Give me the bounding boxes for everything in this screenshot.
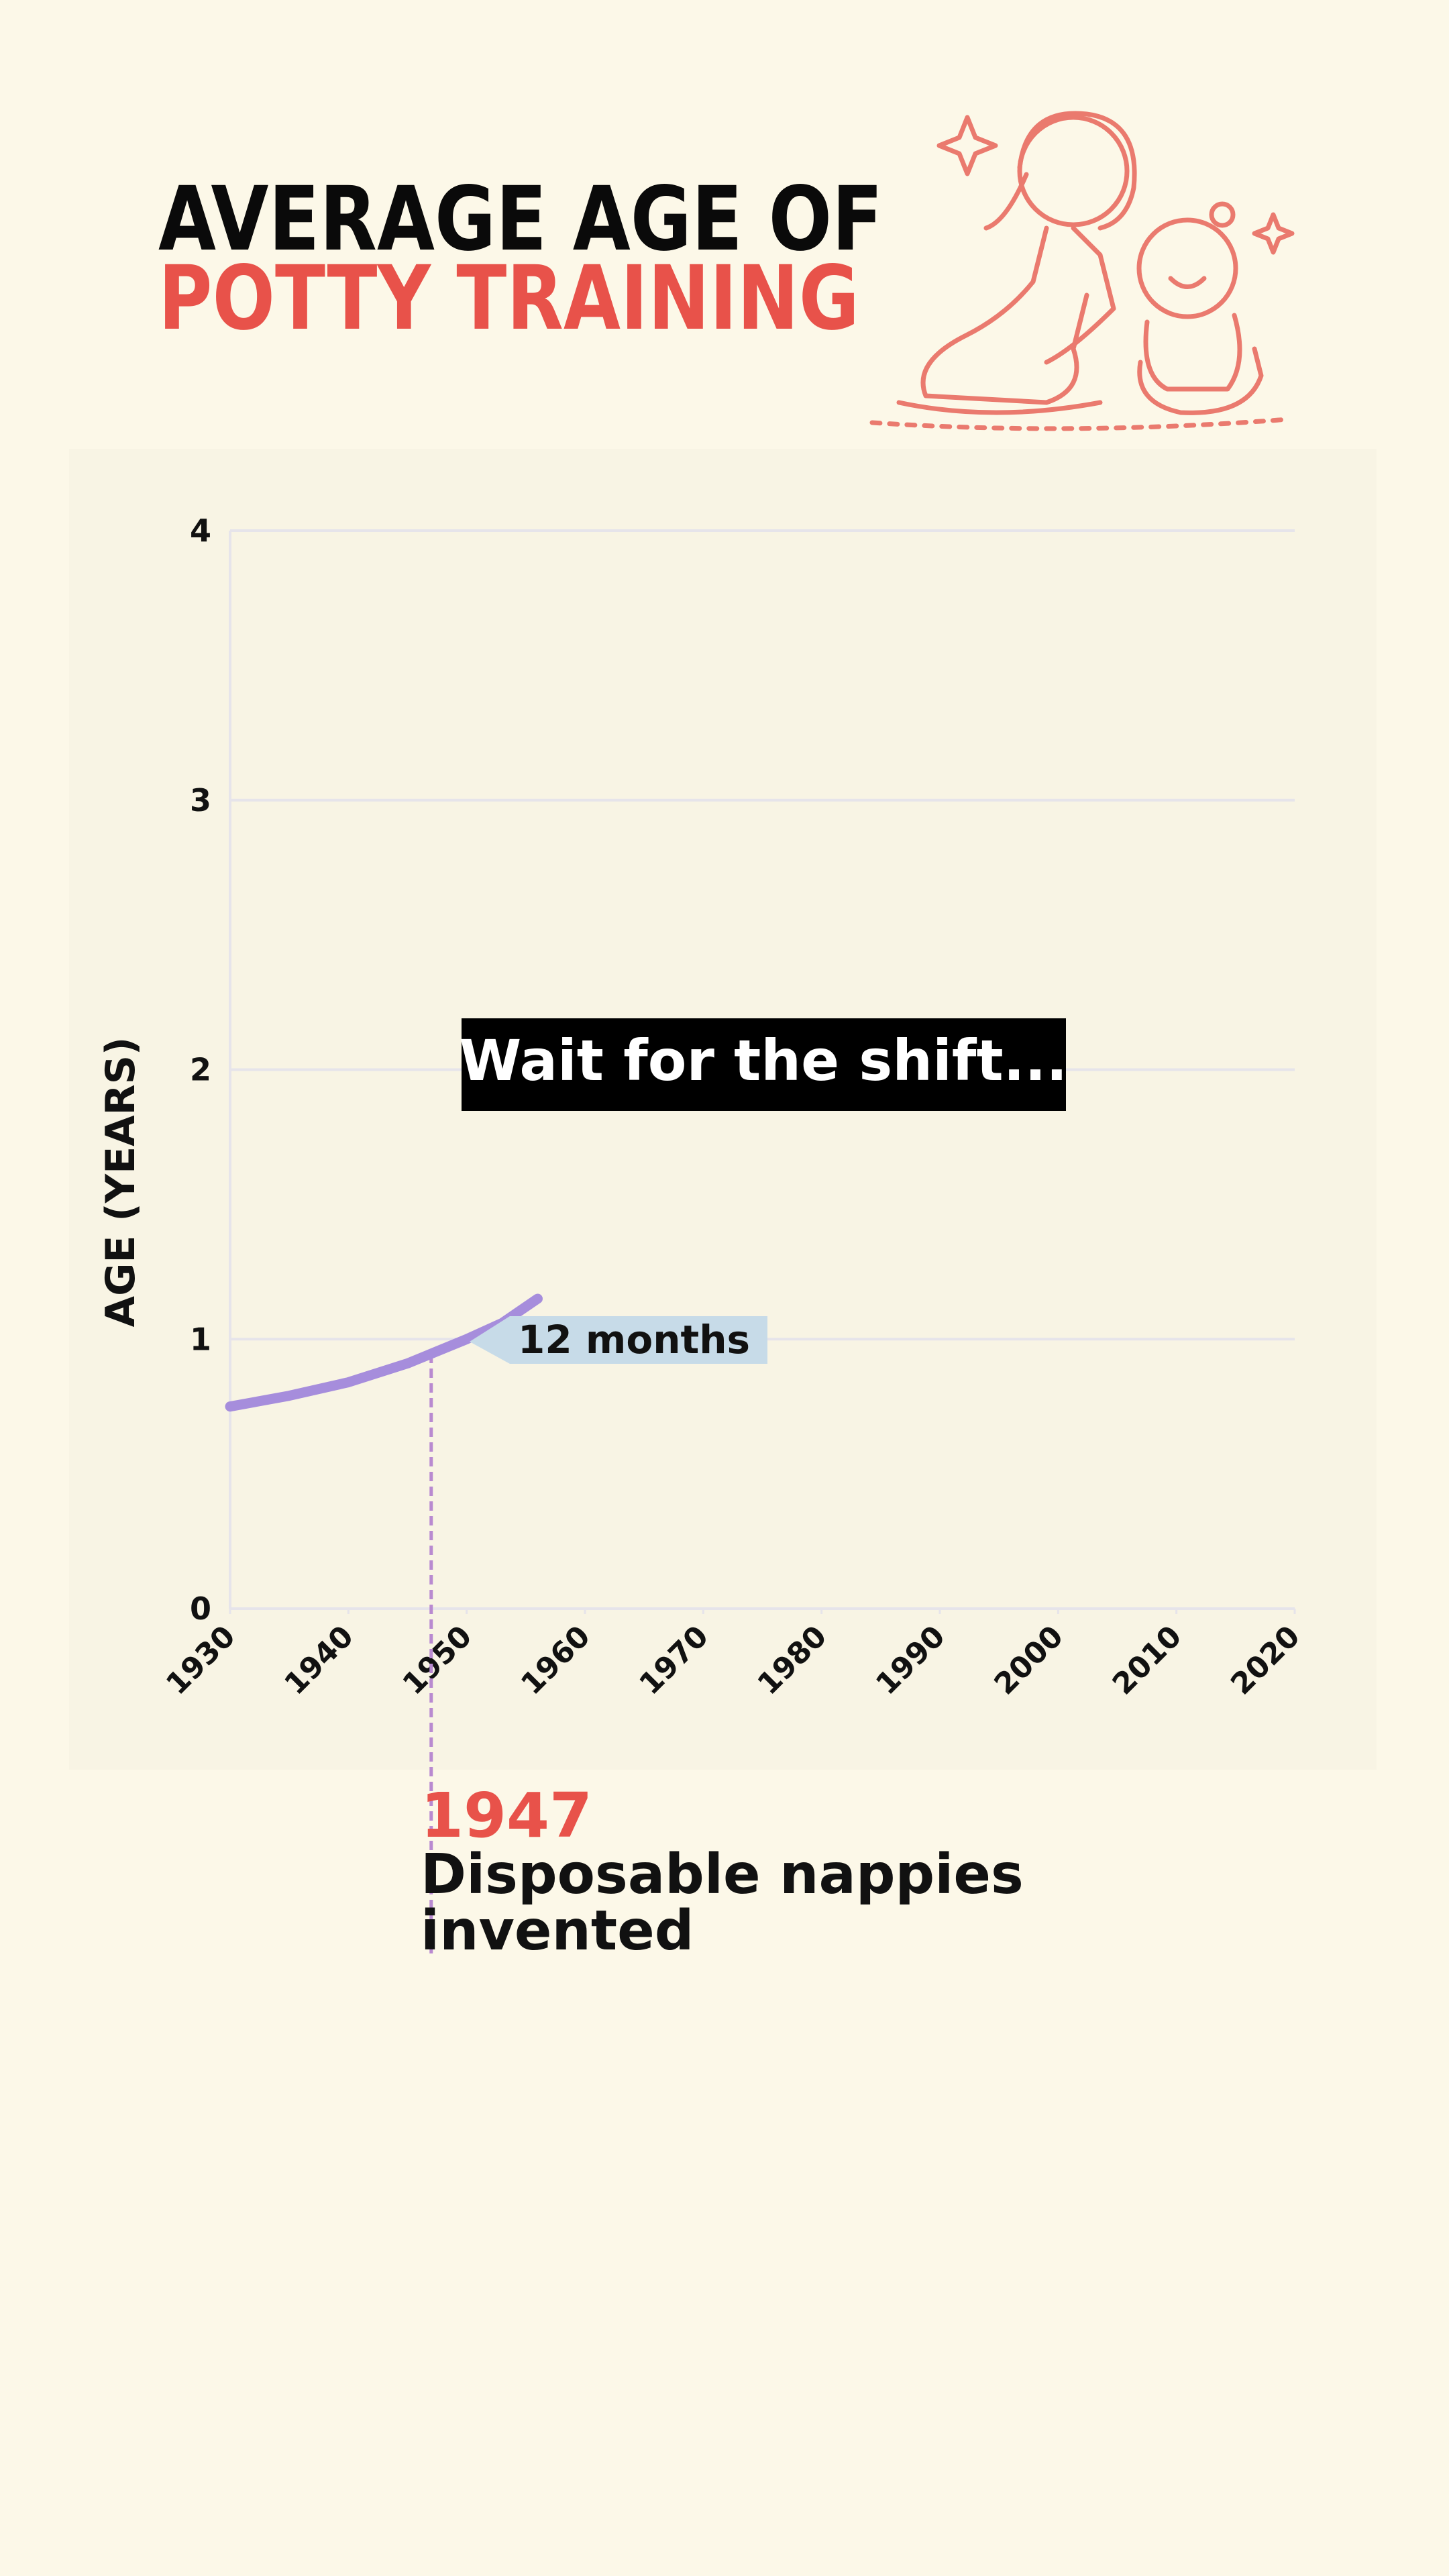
marker-year: 1947 <box>421 1780 592 1851</box>
callout-box <box>470 1316 767 1364</box>
y-tick-label: 0 <box>190 1591 211 1627</box>
banner-box <box>462 1018 1066 1111</box>
y-tick-label: 2 <box>190 1052 211 1088</box>
y-axis-title: AGE (YEARS) <box>97 1037 144 1328</box>
marker-text: Disposable nappies <box>421 1843 1024 1907</box>
marker-text: invented <box>421 1899 694 1963</box>
y-tick-label: 4 <box>190 513 211 549</box>
y-tick-label: 1 <box>190 1321 211 1357</box>
callout-label: 12 months <box>518 1317 750 1362</box>
chart-title: AVERAGE AGE OF <box>158 168 883 271</box>
chart-title: POTTY TRAINING <box>158 247 859 350</box>
illustration <box>869 111 1295 431</box>
y-tick-label: 3 <box>190 782 211 818</box>
banner-label: Wait for the shift... <box>460 1028 1068 1093</box>
